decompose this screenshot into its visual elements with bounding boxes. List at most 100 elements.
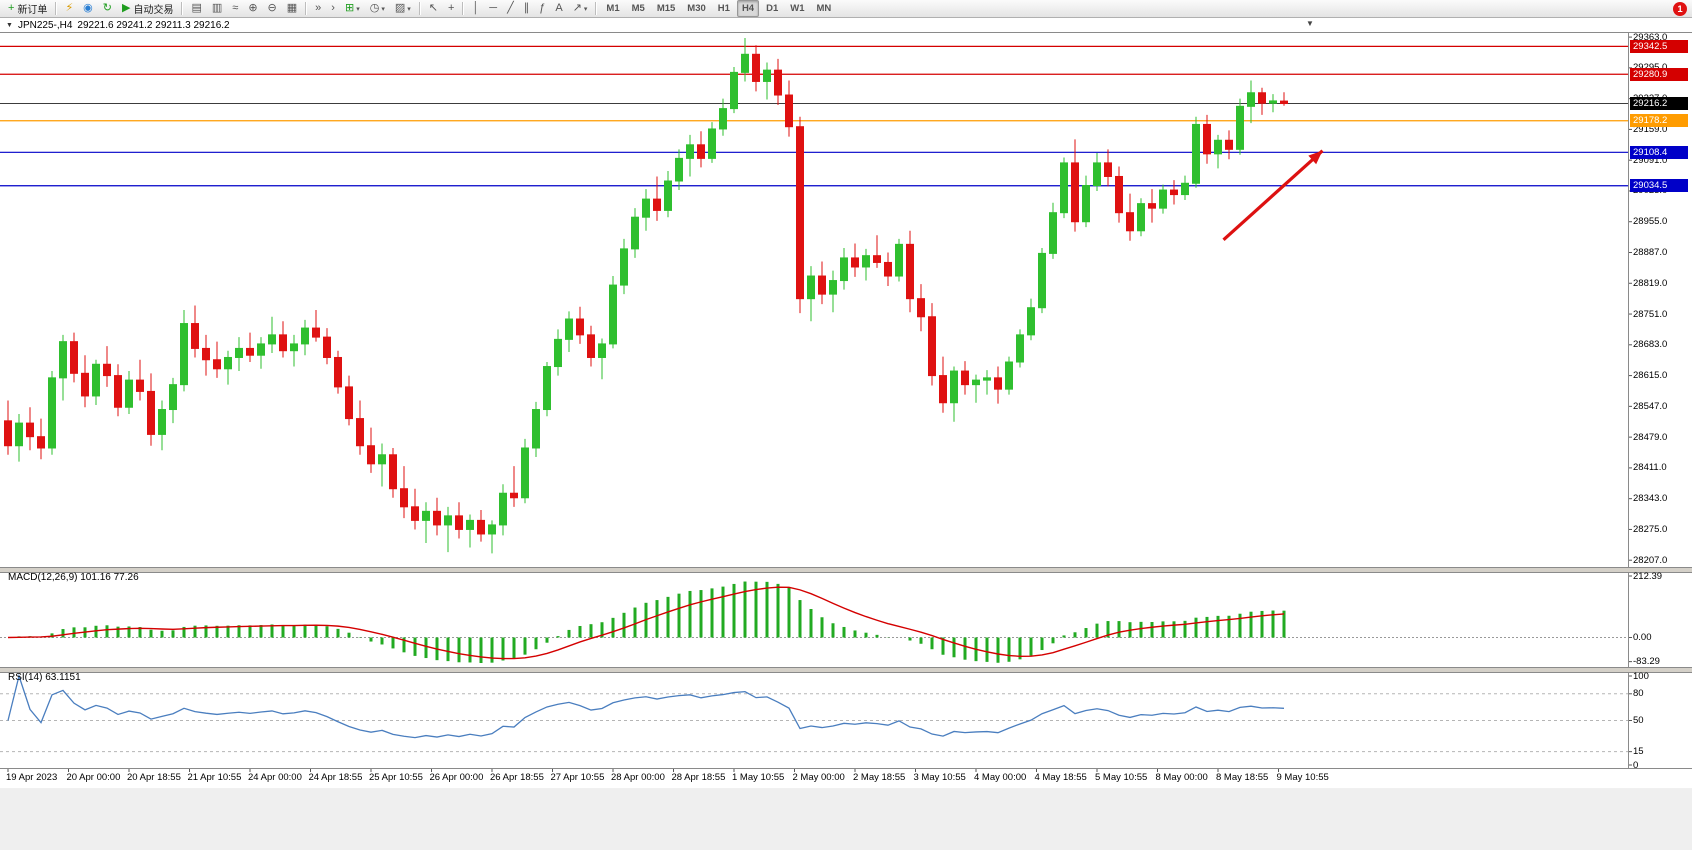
templates-caret-icon[interactable]: ▾ (407, 5, 411, 13)
timeframe-m1-button[interactable]: M1 (601, 0, 624, 17)
periods-caret-icon[interactable]: ▾ (381, 5, 385, 13)
chart-title: ▼ JPN225-,H4 29221.6 29241.2 29211.3 292… (6, 20, 230, 31)
metaeditor-button[interactable]: ⚡ (61, 0, 77, 17)
fibonacci-button[interactable]: ƒ (535, 0, 549, 17)
trendline-button[interactable]: ╱ (503, 0, 518, 17)
rsi-axis-tick: 80 (1633, 688, 1644, 700)
refresh-button[interactable]: ↻ (99, 0, 116, 17)
toolbar-separator (462, 2, 465, 15)
toolbar-separator (418, 2, 421, 15)
level-price-badge[interactable]: 29342.5 (1630, 39, 1688, 53)
channel-icon: ∥ (523, 2, 530, 14)
tile-windows-button[interactable]: ▦ (283, 0, 301, 17)
timeframe-h4-button[interactable]: H4 (736, 0, 760, 17)
toolbar-separator (55, 2, 58, 15)
chart-shift-icon: › (331, 2, 335, 14)
price-axis-tick: 29091.0 (1633, 154, 1668, 166)
time-axis-label: 27 Apr 10:55 (550, 772, 605, 783)
timeframe-d1-button[interactable]: D1 (761, 0, 783, 17)
price-axis-tick: 28887.0 (1633, 246, 1668, 258)
zoom-in-button[interactable]: ⊕ (244, 0, 261, 17)
autotrading-icon: ▶ (122, 2, 131, 14)
price-axis-tick: 28547.0 (1633, 400, 1668, 412)
chart-shift-button[interactable]: › (327, 0, 339, 17)
time-axis-label: 26 Apr 18:55 (490, 772, 544, 783)
zoom-in-icon: ⊕ (248, 2, 258, 14)
level-price-badge[interactable]: 29034.5 (1630, 179, 1688, 193)
price-axis-tick: 28955.0 (1633, 216, 1668, 228)
templates-button[interactable]: ▨ ▾ (391, 0, 415, 17)
price-axis-tick: 28343.0 (1633, 493, 1668, 505)
level-price-badge[interactable]: 29178.2 (1630, 114, 1688, 128)
timeframe-m1-button-label: M1 (606, 3, 620, 14)
text-button[interactable]: A (551, 0, 566, 17)
notification-badge[interactable]: 1 (1673, 2, 1687, 16)
level-price-badge[interactable]: 29280.9 (1630, 67, 1688, 81)
time-axis-label: 21 Apr 10:55 (187, 772, 242, 783)
time-axis-label: 24 Apr 00:00 (248, 772, 302, 783)
candlestick-chart-button[interactable]: ▥ (208, 0, 226, 17)
timeframe-w1-button[interactable]: W1 (785, 0, 809, 17)
fibonacci-icon: ƒ (539, 2, 546, 14)
timeframe-mn-button-label: MN (816, 3, 832, 14)
time-axis-label: 24 Apr 18:55 (308, 772, 363, 783)
line-chart-button[interactable]: ≈ (228, 0, 242, 17)
time-axis-label: 8 May 00:00 (1155, 772, 1208, 783)
indicators-button[interactable]: ⊞ ▾ (341, 0, 364, 17)
toolbar-separator (595, 2, 598, 15)
auto-scroll-button[interactable]: » (311, 0, 325, 17)
rsi-axis-tick: 50 (1633, 715, 1644, 726)
price-axis-tick: 28275.0 (1633, 523, 1668, 535)
timeframe-m5-button[interactable]: M5 (627, 0, 650, 17)
macd-indicator-label: MACD(12,26,9) 101.16 77.26 (8, 572, 139, 583)
chart-collapse-icon[interactable]: ▼ (6, 22, 13, 29)
arrows-button[interactable]: ↗ ▾ (569, 0, 592, 17)
time-axis-label: 25 Apr 10:55 (369, 772, 423, 783)
channel-button[interactable]: ∥ (520, 0, 534, 17)
templates-icon: ▨ (394, 2, 406, 14)
timeframe-m15-button[interactable]: M15 (652, 0, 680, 17)
toolbar-separator (305, 2, 308, 15)
time-axis-label: 4 May 18:55 (1034, 772, 1087, 783)
candlestick-chart-icon: ▥ (211, 2, 223, 14)
vertical-line-icon: │ (472, 2, 480, 14)
timeframe-h1-button[interactable]: H1 (713, 0, 735, 17)
arrows-icon: ↗ (572, 2, 582, 14)
indicators-caret-icon[interactable]: ▾ (356, 5, 360, 13)
price-axis-tick: 29159.0 (1633, 123, 1668, 135)
rsi-indicator-label: RSI(14) 63.1151 (8, 672, 81, 683)
market-watch-button[interactable]: ◉ (79, 0, 97, 17)
level-price-badge[interactable]: 29108.4 (1630, 145, 1688, 159)
cursor-icon: ↖ (428, 2, 438, 14)
indicators-icon: ⊞ (344, 2, 355, 14)
cursor-button[interactable]: ↖ (425, 0, 442, 17)
chart-background[interactable] (0, 18, 1692, 788)
periods-button[interactable]: ◷ ▾ (366, 0, 389, 17)
time-axis-label: 20 Apr 00:00 (66, 772, 121, 783)
vertical-line-button[interactable]: │ (468, 0, 483, 17)
price-axis-tick: 28819.0 (1633, 277, 1668, 289)
autotrading-button-label: 自动交易 (133, 5, 174, 16)
periods-icon: ◷ (369, 2, 380, 14)
timeframe-h1-button-label: H1 (717, 3, 730, 14)
bar-chart-button[interactable]: ▤ (187, 0, 205, 17)
horizontal-line-button[interactable]: ─ (485, 0, 501, 17)
timeframe-m30-button[interactable]: M30 (682, 0, 710, 17)
crosshair-button[interactable]: + (444, 0, 458, 17)
rsi-axis-tick: 0 (1633, 759, 1639, 771)
chart-shift-marker-icon[interactable]: ▼ (1306, 19, 1314, 28)
new-order-button[interactable]: + 新订单 (4, 0, 51, 17)
trend-arrow-annotation[interactable] (1222, 149, 1324, 242)
timeframe-mn-button[interactable]: MN (812, 0, 837, 17)
arrows-caret-icon[interactable]: ▾ (583, 5, 588, 13)
macd-signal-line (7, 586, 1285, 660)
price-axis-tick: 28615.0 (1633, 370, 1668, 382)
time-axis-label: 4 May 00:00 (974, 772, 1027, 783)
rsi-line (7, 673, 1285, 739)
panel-divider-macd[interactable] (0, 567, 1692, 573)
zoom-out-button[interactable]: ⊖ (264, 0, 281, 17)
panel-divider-rsi[interactable] (0, 667, 1692, 673)
autotrading-button[interactable]: ▶ 自动交易 (118, 0, 177, 17)
rsi-axis-tick: 15 (1633, 746, 1644, 758)
